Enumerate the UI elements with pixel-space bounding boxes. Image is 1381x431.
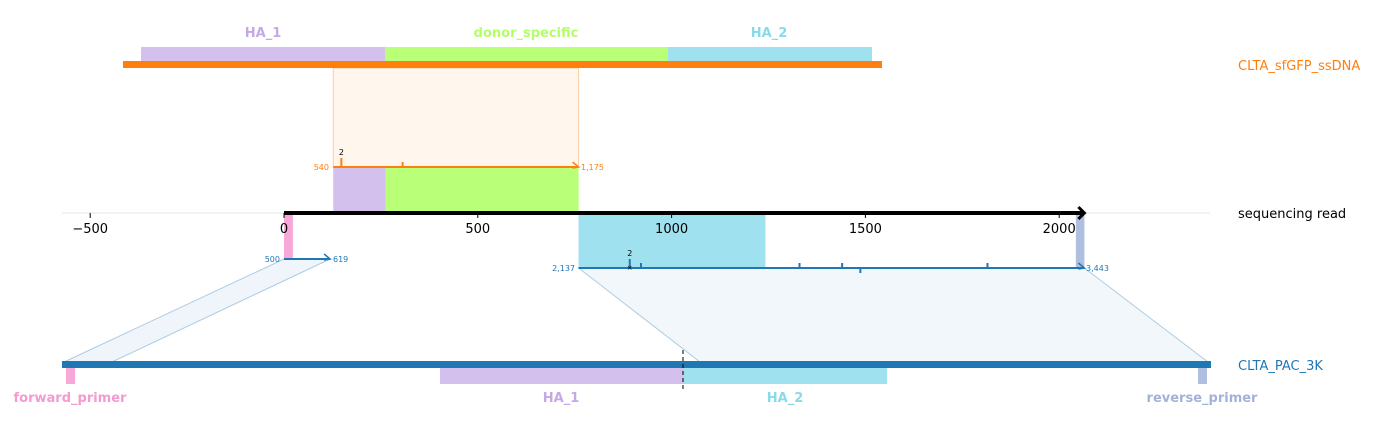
donor-feature-donor_specific <box>385 47 668 62</box>
target-right-arrowhead <box>1077 262 1087 270</box>
donor-alignment-band <box>332 67 580 168</box>
axis-tick-label: 1500 <box>849 222 882 237</box>
axis-tick-label: 500 <box>465 222 490 237</box>
target-feature-HA_1 <box>440 366 684 384</box>
donor-feature-fill-0 <box>333 167 386 211</box>
read-arrowhead <box>1077 205 1087 221</box>
donor-ha2-label: HA_2 <box>751 26 788 41</box>
target-bar <box>62 361 1211 368</box>
target-ha2-label: HA_2 <box>767 391 804 406</box>
donor-aln-end-label: 1,175 <box>581 163 604 172</box>
target-left-end-label: 619 <box>333 255 348 264</box>
target-right-start-label: 2,137 <box>552 264 575 273</box>
target-feature-HA_2 <box>684 366 887 384</box>
target-right-feature-fill-0 <box>578 215 766 268</box>
forward-primer-label: forward_primer <box>14 391 128 406</box>
target-left-arrowhead <box>323 253 332 261</box>
donor-aln-start-label: 540 <box>314 163 329 172</box>
axis-tick-label: 1000 <box>655 222 688 237</box>
target-right-end-label: 3,443 <box>1086 264 1109 273</box>
read-name-label: sequencing read <box>1238 207 1346 222</box>
donor-name-label: CLTA_sfGFP_ssDNA <box>1238 59 1360 74</box>
donor-indel-label: 2 <box>339 148 344 157</box>
target-right-indel-x-marker: × <box>627 264 633 272</box>
alignment-fill-layer <box>63 67 1210 363</box>
target-left-alignment-band <box>63 258 331 363</box>
target-right-indel-label: 2 <box>627 249 632 258</box>
target-right-alignment-band <box>577 267 1210 363</box>
donor-bar <box>123 61 882 68</box>
donor-specific-label: donor_specific <box>474 26 579 41</box>
donor-ha1-label: HA_1 <box>245 26 282 41</box>
target-left-feature-fill-0 <box>284 215 293 259</box>
axis-tick-label: −500 <box>72 222 108 237</box>
feature-bars-layer <box>62 47 1211 389</box>
donor-feature-fill-1 <box>385 167 579 211</box>
axis-tick-label: 0 <box>280 222 288 237</box>
axis-tick-label: 2000 <box>1043 222 1076 237</box>
donor-alignment-arrowhead <box>572 161 581 169</box>
alignment-marks-layer: 2 2 × <box>284 148 1087 273</box>
target-right-feature-fill-1 <box>1075 215 1085 268</box>
target-feature-reverse_primer <box>1198 366 1207 384</box>
target-feature-forward_primer <box>66 366 75 384</box>
target-ha1-label: HA_1 <box>543 391 580 406</box>
donor-feature-HA_2 <box>668 47 872 62</box>
donor-feature-HA_1 <box>141 47 385 62</box>
target-left-start-label: 500 <box>265 255 280 264</box>
reverse-primer-label: reverse_primer <box>1147 391 1259 406</box>
target-name-label: CLTA_PAC_3K <box>1238 359 1323 374</box>
